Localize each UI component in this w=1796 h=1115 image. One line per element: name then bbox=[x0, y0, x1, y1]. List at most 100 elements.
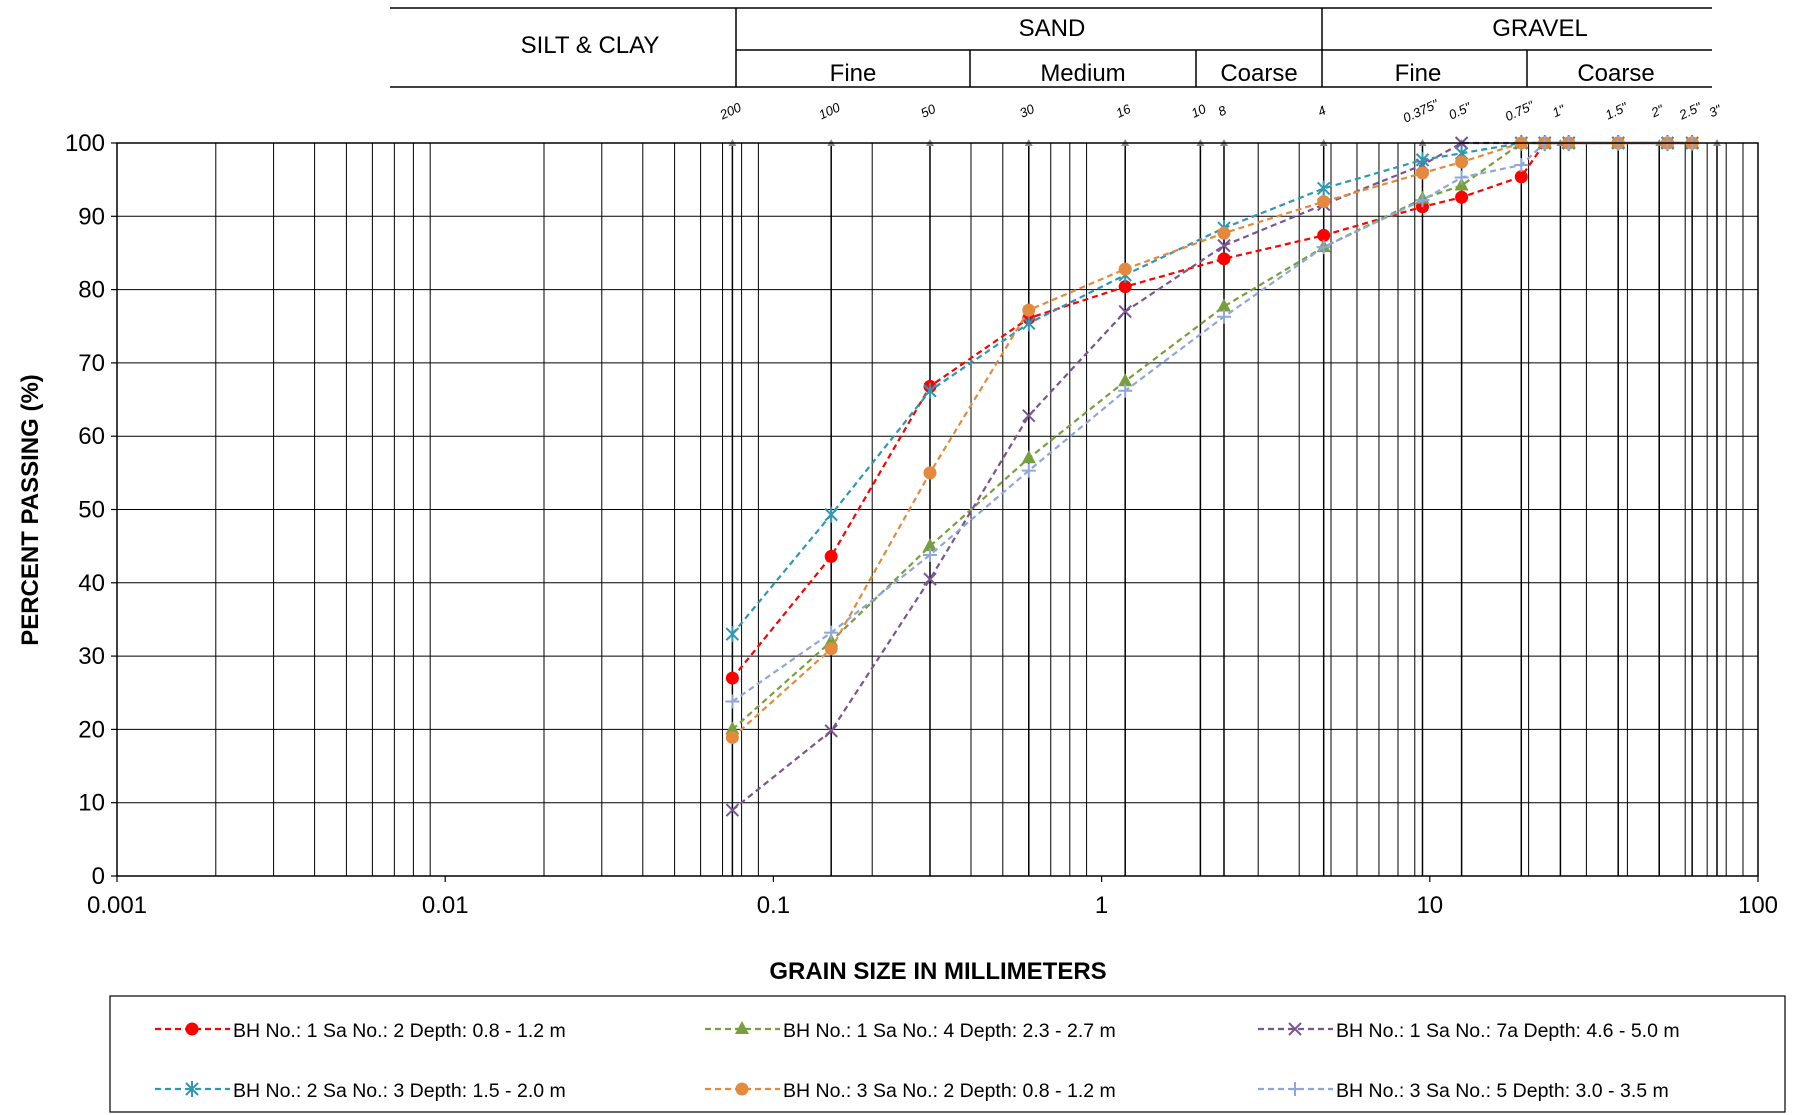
data-point bbox=[1022, 408, 1036, 423]
data-point bbox=[1317, 195, 1331, 209]
data-point bbox=[1455, 190, 1469, 204]
sieve-label: 0.375" bbox=[1401, 96, 1442, 126]
y-tick-label: 90 bbox=[78, 203, 105, 230]
data-point bbox=[1021, 463, 1036, 478]
x-tick-label: 0.1 bbox=[757, 892, 790, 919]
data-point bbox=[725, 626, 740, 643]
sieve-label: 8 bbox=[1216, 102, 1230, 119]
sieve-label: 0.75" bbox=[1503, 97, 1538, 124]
y-tick-label: 30 bbox=[78, 643, 105, 670]
legend-label: BH No.: 3 Sa No.: 5 Depth: 3.0 - 3.5 m bbox=[1336, 1080, 1669, 1102]
data-point bbox=[725, 803, 740, 817]
data-point bbox=[923, 382, 937, 399]
sieve-markers: 200 100 50 30 16 10 8 4 0.375" 0.5" 0.75" 1" 1.5" 2" 2… bbox=[717, 96, 1725, 876]
series-line bbox=[731, 141, 1693, 739]
data-point bbox=[1118, 304, 1132, 319]
legend-label: BH No.: 2 Sa No.: 3 Depth: 1.5 - 2.0 m bbox=[233, 1080, 566, 1102]
data-point bbox=[922, 538, 937, 552]
legend-marker bbox=[1288, 1082, 1302, 1096]
y-tick-label: 100 bbox=[65, 130, 105, 157]
series bbox=[725, 136, 1700, 709]
data-point bbox=[1415, 151, 1430, 168]
legend-label: BH No.: 1 Sa No.: 7a Depth: 4.6 - 5.0 m bbox=[1336, 1020, 1680, 1042]
data-point bbox=[923, 572, 937, 586]
data-point bbox=[1216, 298, 1231, 312]
x-tick-label: 10 bbox=[1416, 892, 1443, 919]
y-tick-label: 50 bbox=[78, 497, 105, 524]
legend-label: BH No.: 1 Sa No.: 4 Depth: 2.3 - 2.7 m bbox=[783, 1020, 1116, 1042]
data-point bbox=[725, 694, 740, 709]
data-point bbox=[1022, 303, 1036, 317]
data-series bbox=[725, 135, 1700, 817]
legend-label: BH No.: 3 Sa No.: 2 Depth: 0.8 - 1.2 m bbox=[783, 1080, 1116, 1102]
data-point bbox=[1514, 157, 1529, 172]
data-point bbox=[1415, 193, 1430, 208]
data-point bbox=[824, 633, 839, 647]
legend-label: BH No.: 1 Sa No.: 2 Depth: 0.8 - 1.2 m bbox=[233, 1020, 566, 1042]
sieve-label: 50 bbox=[918, 101, 938, 121]
data-point bbox=[824, 549, 838, 563]
data-point bbox=[1415, 166, 1429, 180]
legend-marker bbox=[1288, 1022, 1302, 1036]
data-point bbox=[824, 625, 839, 640]
axis-tick-labels: 0.001 0.01 0.1 1 10 100 0 10 20 30 40 50 60 70 80 90 100 bbox=[65, 130, 1778, 919]
sieve-label: 100 bbox=[816, 99, 843, 122]
series-line bbox=[731, 141, 1693, 811]
sieve-label: 1.5" bbox=[1603, 99, 1631, 123]
sand-coarse-label: Coarse bbox=[1220, 60, 1297, 87]
y-tick-label: 70 bbox=[78, 350, 105, 377]
data-point bbox=[1118, 280, 1132, 294]
data-point bbox=[1216, 309, 1231, 324]
sieve-label: 1" bbox=[1550, 101, 1568, 120]
legend-marker bbox=[185, 1081, 199, 1097]
series bbox=[725, 135, 1700, 735]
legend: BH No.: 1 Sa No.: 2 Depth: 0.8 - 1.2 m BH… bbox=[155, 1020, 1680, 1102]
sieve-label: 2.5" bbox=[1676, 99, 1705, 123]
data-point bbox=[1316, 180, 1331, 197]
gravel-label: GRAVEL bbox=[1492, 15, 1588, 42]
data-point bbox=[1118, 373, 1133, 387]
series-line bbox=[731, 141, 1693, 703]
data-point bbox=[1454, 170, 1469, 185]
sieve-label: 4 bbox=[1315, 103, 1328, 120]
y-axis-title: PERCENT PASSING (%) bbox=[17, 374, 44, 646]
sieve-label: 3" bbox=[1707, 101, 1725, 120]
sand-medium-label: Medium bbox=[1040, 60, 1125, 87]
soil-classification-header bbox=[390, 7, 1712, 88]
data-point bbox=[1022, 315, 1036, 332]
data-point bbox=[1021, 450, 1036, 464]
data-point bbox=[725, 730, 739, 744]
data-point bbox=[1455, 155, 1469, 169]
y-tick-label: 80 bbox=[78, 277, 105, 304]
y-tick-label: 60 bbox=[78, 423, 105, 450]
x-tick-label: 0.01 bbox=[422, 892, 469, 919]
data-point bbox=[1118, 262, 1132, 276]
y-tick-label: 0 bbox=[92, 863, 105, 890]
sieve-label: 2" bbox=[1648, 101, 1667, 121]
legend-box bbox=[109, 995, 1786, 1113]
data-point bbox=[923, 466, 937, 480]
data-point bbox=[1317, 228, 1331, 242]
data-point bbox=[725, 671, 739, 685]
x-tick-label: 1 bbox=[1095, 892, 1108, 919]
sieve-label: 16 bbox=[1114, 101, 1134, 121]
data-point bbox=[725, 721, 740, 735]
y-tick-label: 20 bbox=[78, 716, 105, 743]
x-tick-label: 0.001 bbox=[87, 892, 147, 919]
legend-marker bbox=[735, 1021, 749, 1034]
sand-fine-label: Fine bbox=[830, 60, 877, 87]
x-axis-title: GRAIN SIZE IN MILLIMETERS bbox=[769, 958, 1106, 985]
sieve-label: 10 bbox=[1189, 101, 1209, 121]
data-point bbox=[1217, 226, 1231, 240]
data-point bbox=[824, 724, 838, 738]
y-tick-label: 40 bbox=[78, 570, 105, 597]
data-point bbox=[922, 547, 937, 562]
sieve-label: 200 bbox=[717, 99, 745, 123]
data-point bbox=[1514, 170, 1528, 184]
data-point bbox=[824, 642, 838, 656]
data-point bbox=[1217, 238, 1231, 253]
legend-marker bbox=[735, 1082, 749, 1096]
data-point bbox=[1217, 252, 1231, 266]
data-point bbox=[1316, 240, 1331, 255]
